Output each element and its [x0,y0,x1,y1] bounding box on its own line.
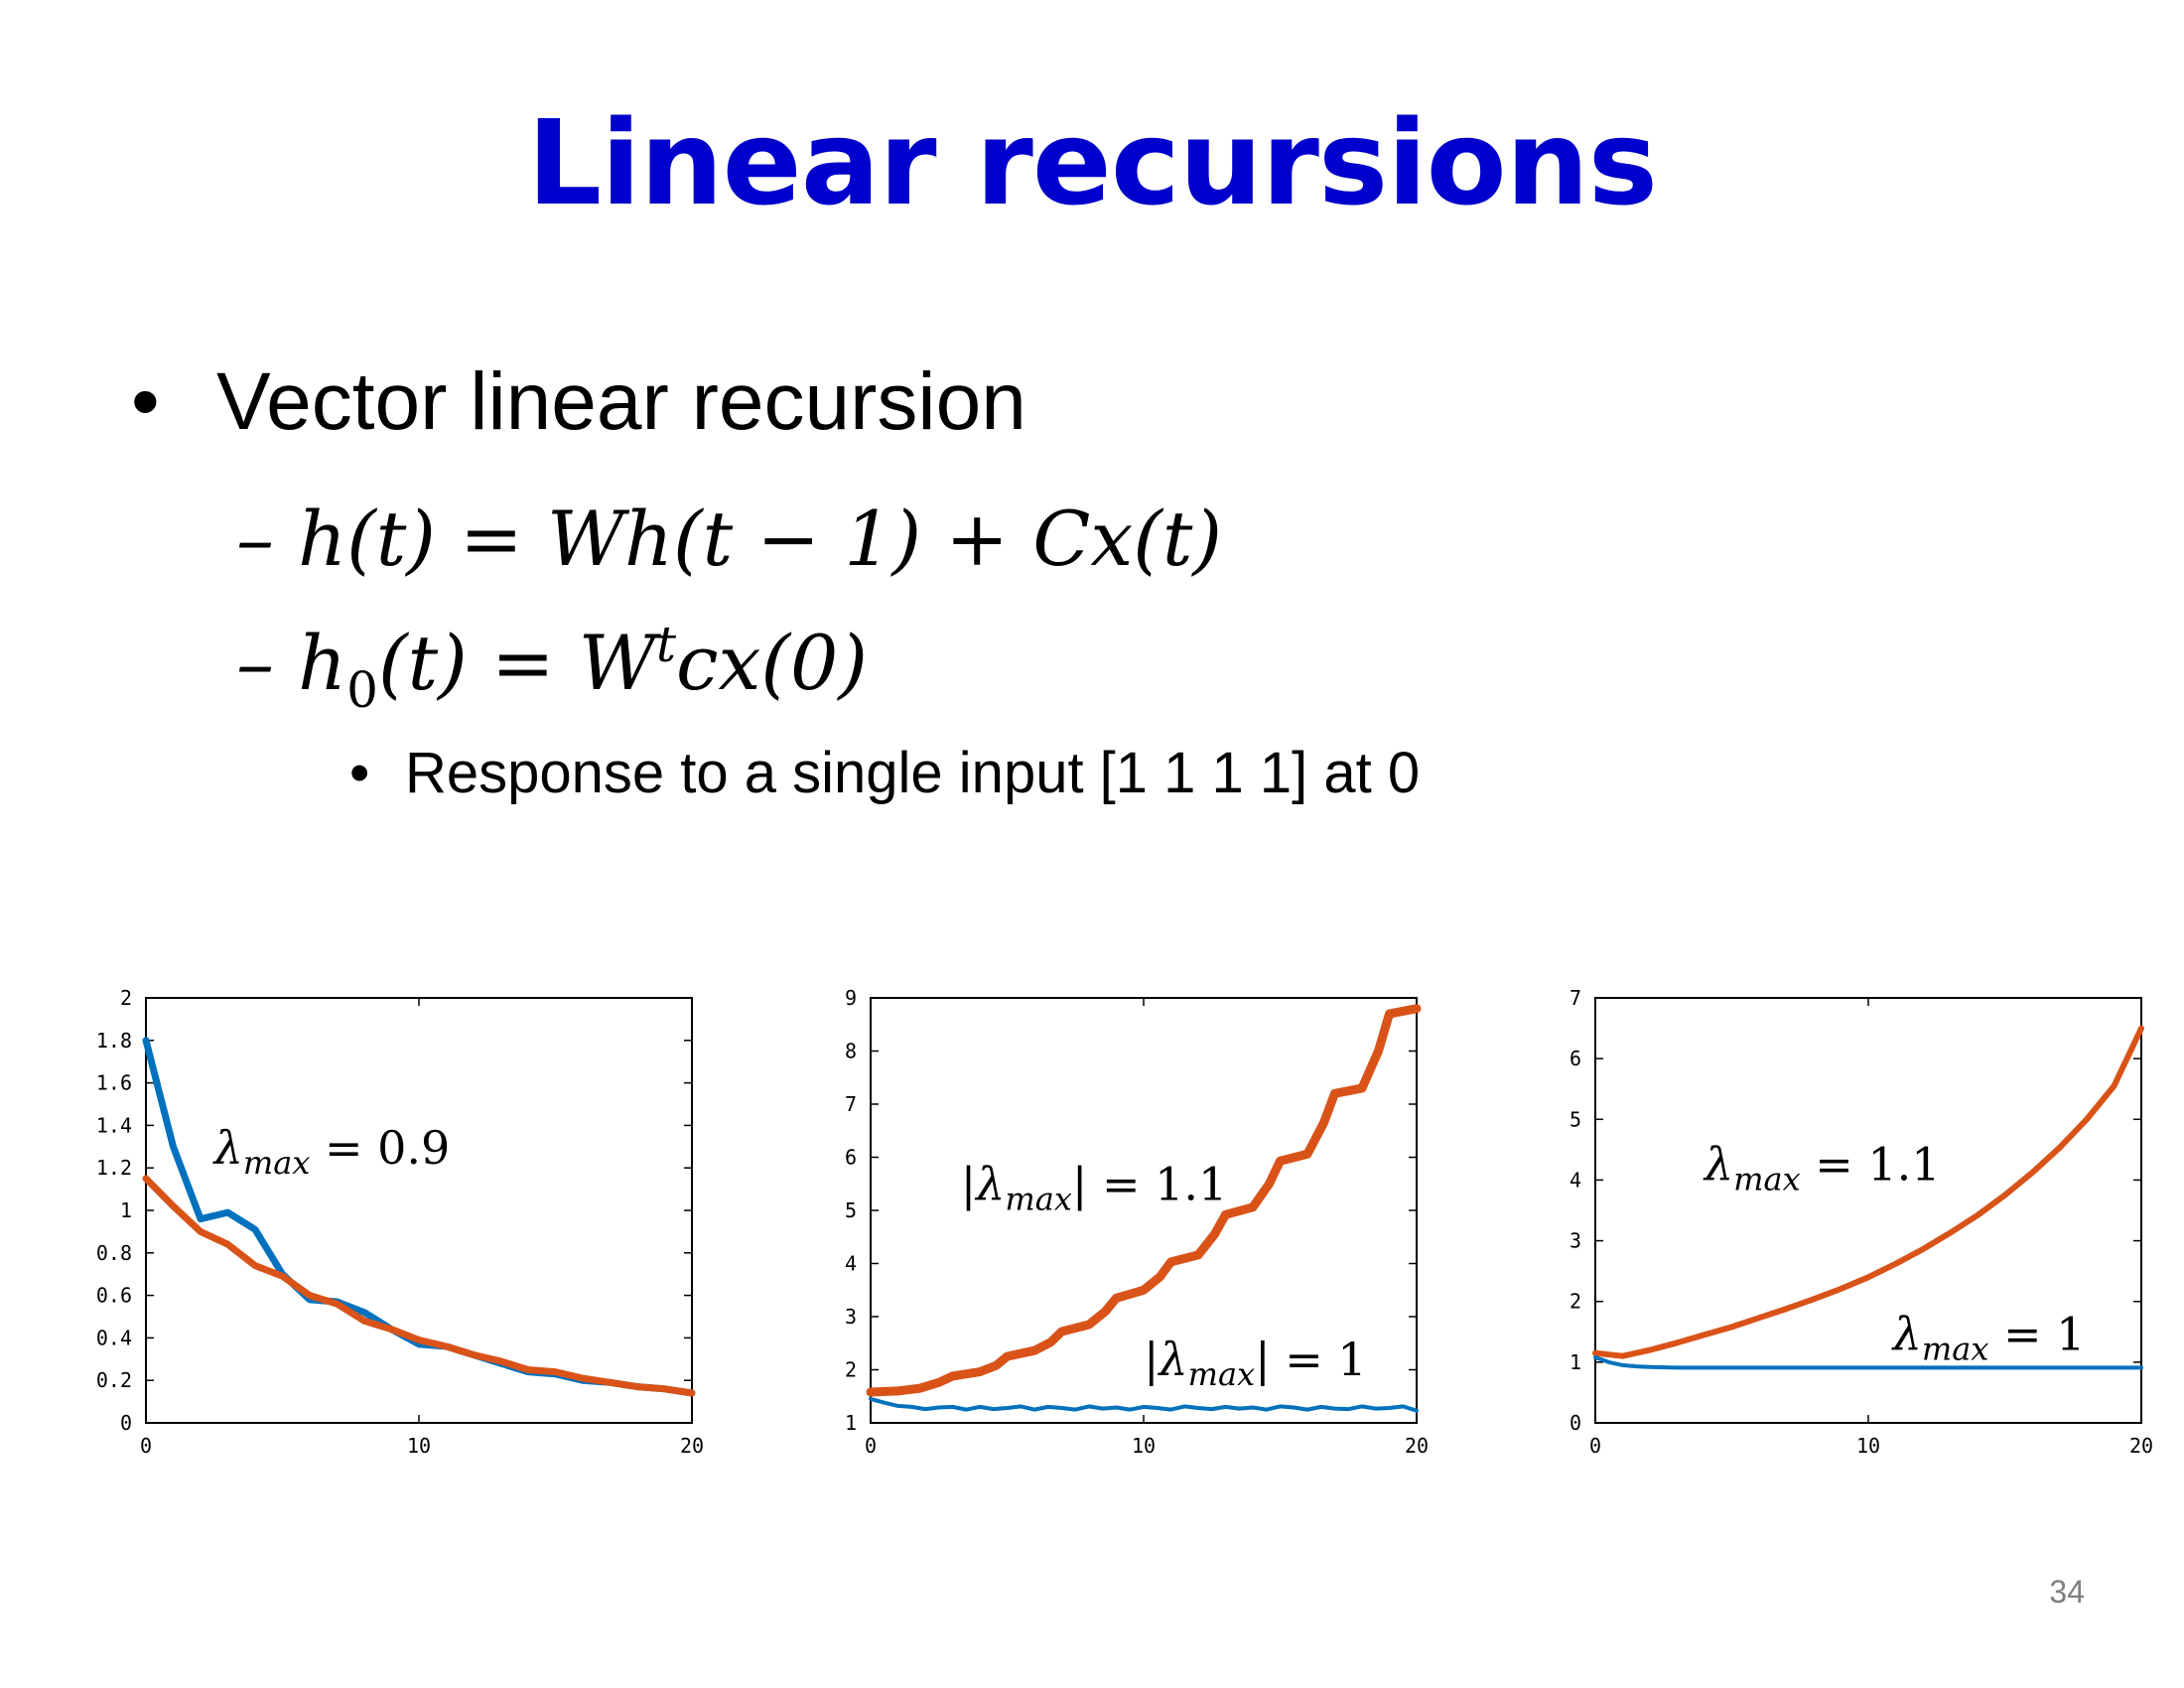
slide-title: Linear recursions [527,94,1658,231]
series-line-2 [869,1396,1419,1413]
y-tick-label: 2 [120,986,132,1010]
y-tick-label: 0 [1570,1411,1581,1435]
y-tick-label: 6 [1570,1047,1581,1070]
y-tick-label: 1.8 [96,1029,132,1053]
x-tick-label: 0 [140,1434,152,1458]
y-tick-label: 2 [1570,1290,1581,1314]
y-tick-label: 2 [845,1358,857,1382]
x-tick-label: 20 [2129,1434,2153,1458]
lambda-annotation: λmax = 1.1 [1703,1137,1941,1197]
y-tick-label: 5 [1570,1107,1581,1131]
lambda-annotation: |λmax| = 1 [1144,1333,1367,1393]
equation-superscript: t [655,616,676,673]
series-line-1 [866,1004,1422,1397]
y-tick-label: 5 [845,1198,857,1222]
y-tick-label: 7 [1570,986,1581,1010]
chart-svg-2: 1 2 3 4 5 6 7 8 9 0 10 20 |λmax| = 1.1 |λmax| = 1 [845,986,1429,1458]
equation-recursion: – h(t) = Wh(t − 1) + Cx(t) [236,494,1223,583]
chart-lambda-0-9: 0 0.2 0.4 0.6 0.8 1 1.2 1.4 1.6 1.8 2 0 10 20 λmax = 0… [60,983,794,1460]
y-tick-label: 1.6 [96,1071,132,1095]
chart-lambda-abs-1-1: 1 2 3 4 5 6 7 8 9 0 10 20 |λmax| = 1.1 |λmax| = 1 [784,983,1519,1460]
series-line-2 [142,1175,696,1397]
y-tick-label: 0.4 [96,1326,132,1349]
bullet-dot-icon: • [131,356,160,447]
equation-impulse-response: – h0(t) = Wtcx(0) [236,616,868,719]
chart-svg-3: 0 1 2 3 4 5 6 7 0 10 20 λmax = 1.1 λmax = 1 [1570,986,2153,1458]
equation-subscript: 0 [346,661,378,719]
x-tick-label: 10 [1856,1434,1880,1458]
y-tick-label: 4 [1570,1168,1581,1192]
y-tick-label: 0.8 [96,1241,132,1265]
y-tick-label: 0.6 [96,1284,132,1308]
chart-lambda-1-1: 0 1 2 3 4 5 6 7 0 10 20 λmax = 1.1 λmax = 1 [1509,983,2184,1460]
y-tick-label: 1 [1570,1350,1581,1374]
y-tick-label: 7 [845,1092,857,1116]
y-tick-label: 8 [845,1040,857,1063]
equation-h: h [298,619,347,707]
y-tick-label: 1.2 [96,1156,132,1180]
y-tick-label: 1 [845,1411,857,1435]
y-tick-label: 3 [1570,1229,1581,1253]
y-tick-label: 3 [845,1305,857,1329]
x-tick-label: 20 [1405,1434,1429,1458]
series-line-2 [1593,1355,2143,1370]
y-tick-label: 9 [845,986,857,1010]
equation-end: cx(0) [675,619,869,707]
x-tick-label: 10 [407,1434,431,1458]
equation-dash: – [236,619,299,707]
page-number: 34 [2049,1574,2085,1610]
y-tick-label: 1 [120,1198,132,1222]
lambda-annotation: λmax = 0.9 [212,1121,451,1182]
y-tick-label: 6 [845,1146,857,1170]
equation-middle: (t) = W [377,619,656,707]
x-tick-label: 20 [680,1434,704,1458]
y-tick-label: 4 [845,1252,857,1276]
y-tick-label: 0 [120,1411,132,1435]
x-tick-label: 10 [1132,1434,1156,1458]
sub-bullet-text: Response to a single input [1 1 1 1] at … [405,741,1421,805]
x-tick-label: 0 [865,1434,877,1458]
y-tick-label: 0.2 [96,1368,132,1392]
y-tick-label: 1.4 [96,1113,132,1137]
bullet-text: Vector linear recursion [216,356,1026,447]
lambda-annotation: |λmax| = 1.1 [961,1157,1228,1217]
series-line-1 [1592,1025,2144,1359]
lambda-annotation: λmax = 1 [1891,1308,2086,1368]
x-tick-label: 0 [1589,1434,1601,1458]
sub-bullet-dot-icon: • [349,741,370,805]
